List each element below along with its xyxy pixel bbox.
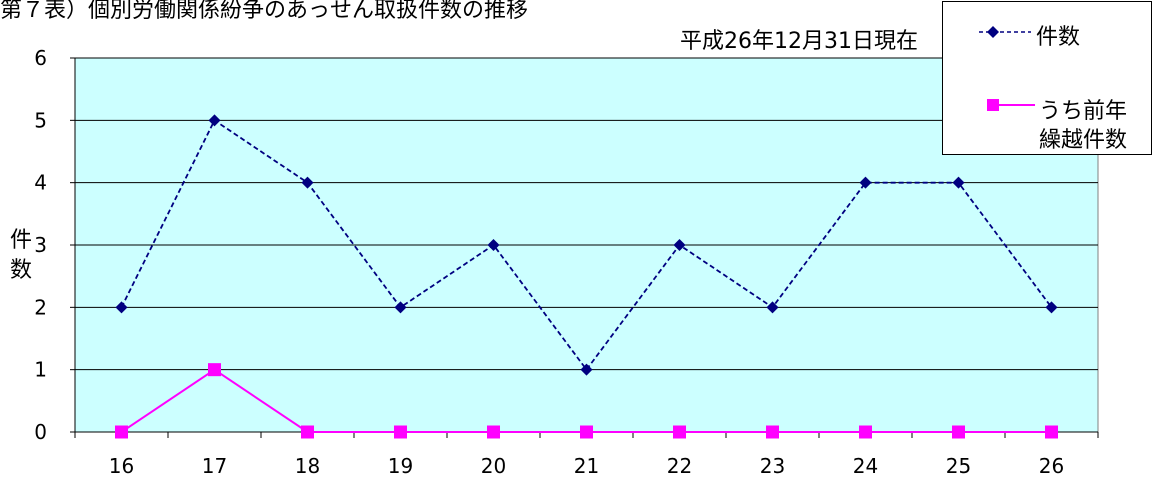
y-axis-label-char-1: 件: [10, 228, 33, 253]
y-tick-label: 5: [34, 108, 47, 132]
chart-title: 第７表）個別労働関係紛争のあっせん取扱件数の推移: [0, 0, 529, 23]
series-1-point: [766, 301, 779, 314]
legend-label-carryover-2: 繰越件数: [1039, 128, 1128, 153]
series-1-point: [952, 176, 965, 189]
series-1-point: [487, 239, 500, 251]
legend: 件数 うち前年 繰越件数: [942, 1, 1152, 155]
legend-marker-count: [987, 26, 999, 38]
series-2-point: [1045, 425, 1058, 439]
x-tick-label: 19: [388, 454, 413, 478]
y-tick-label: 2: [34, 295, 47, 319]
series-2-point: [859, 425, 872, 439]
y-axis-label: 件 数: [10, 226, 36, 286]
series-2-point: [301, 425, 314, 439]
series-2-point: [952, 425, 965, 439]
series-2-point: [115, 425, 128, 439]
y-tick-label: 3: [34, 233, 47, 257]
x-tick-label: 21: [574, 454, 599, 478]
y-tick-label: 4: [34, 171, 47, 195]
x-tick-label: 25: [946, 454, 971, 478]
series-1-point: [301, 176, 314, 189]
y-tick-label: 0: [34, 420, 47, 444]
x-tick-label: 23: [760, 454, 785, 478]
y-tick-label: 1: [34, 358, 47, 382]
series-2-point: [766, 425, 779, 439]
y-tick-label: 6: [34, 46, 47, 70]
x-tick-label: 16: [109, 454, 134, 478]
legend-label-carryover-1: うち前年: [1039, 99, 1128, 124]
x-tick-label: 20: [481, 454, 506, 478]
y-axis-label-char-2: 数: [10, 258, 33, 283]
series-2-point: [580, 425, 593, 439]
x-tick-label: 18: [295, 454, 320, 478]
x-tick-label: 22: [667, 454, 692, 478]
series-2-point: [394, 425, 407, 439]
series-line-1: [120, 119, 1053, 372]
series-2-point: [208, 363, 221, 377]
series-1-point: [394, 301, 407, 314]
legend-markers: [979, 26, 1035, 111]
series-1-point: [859, 176, 872, 189]
series-2-point: [673, 425, 686, 439]
series-1-point: [673, 239, 686, 251]
series-1-point: [208, 114, 221, 127]
x-tick-label: 26: [1039, 454, 1064, 478]
legend-marker-carryover: [987, 99, 999, 111]
legend-label-count: 件数: [1036, 25, 1081, 50]
series-2-point: [487, 425, 500, 439]
series-1-point: [580, 363, 593, 376]
series-1-point: [1045, 301, 1058, 314]
as-of-date: 平成26年12月31日現在: [680, 29, 918, 54]
series-1-point: [115, 301, 128, 314]
x-tick-label: 24: [853, 454, 878, 478]
x-tick-label: 17: [202, 454, 227, 478]
